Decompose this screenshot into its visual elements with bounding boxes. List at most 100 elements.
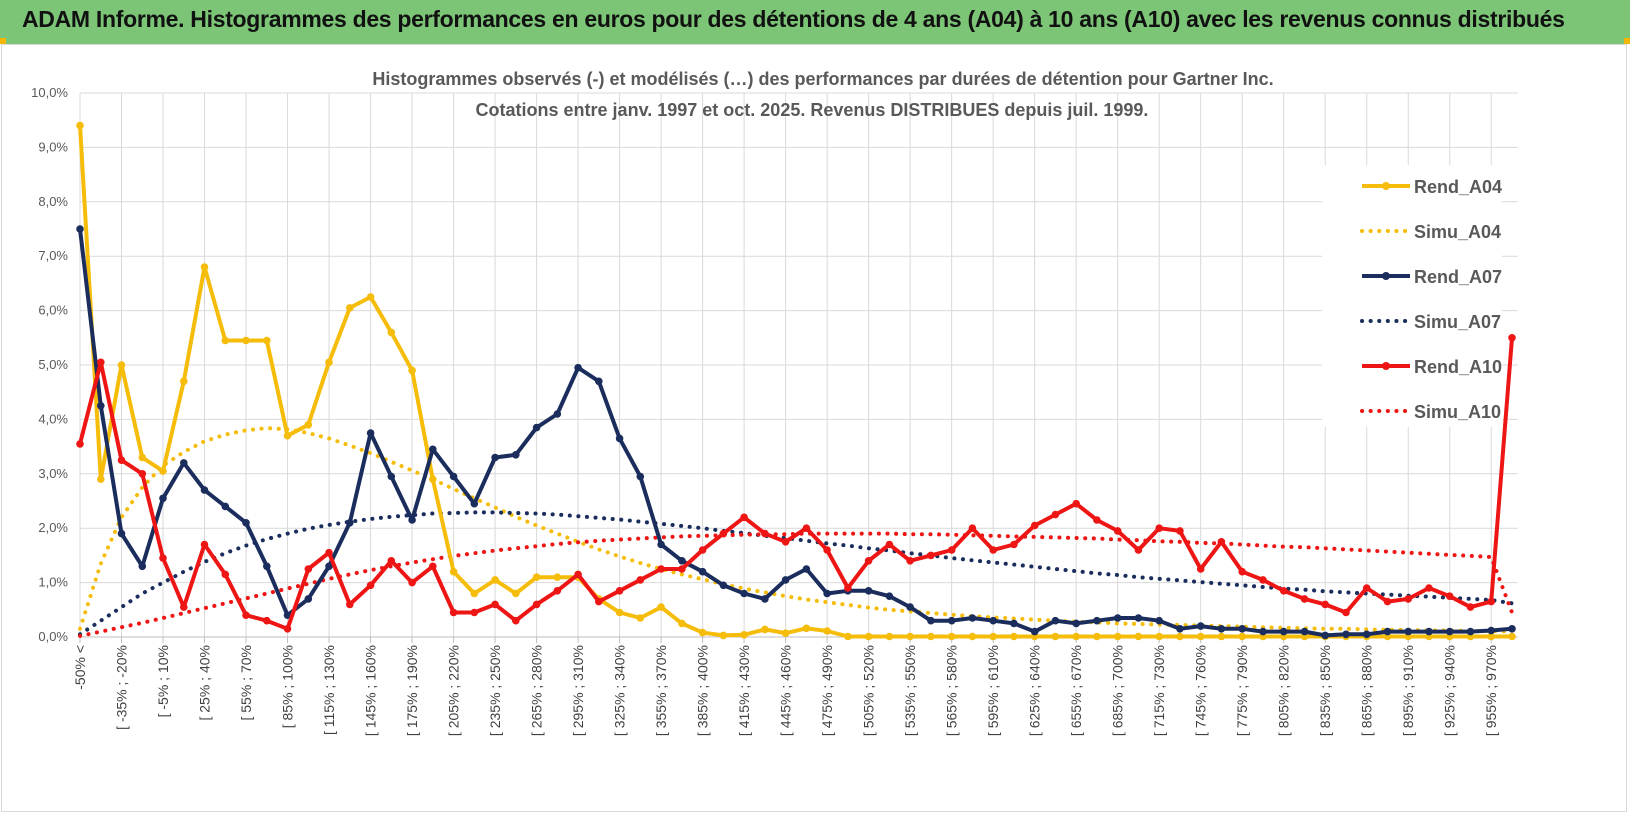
data-point bbox=[491, 576, 499, 584]
data-point bbox=[1093, 632, 1101, 641]
data-point bbox=[802, 524, 811, 532]
data-point bbox=[615, 587, 624, 595]
data-point bbox=[698, 546, 707, 554]
data-point bbox=[906, 603, 914, 611]
x-tick-label: [ 355% ; 370% bbox=[653, 645, 669, 736]
data-point bbox=[761, 595, 769, 603]
data-point bbox=[1010, 619, 1018, 628]
data-point bbox=[698, 567, 707, 576]
data-point bbox=[408, 516, 416, 524]
x-tick-label: [ -35% ; -20% bbox=[114, 645, 130, 730]
data-point bbox=[138, 453, 147, 462]
data-point bbox=[657, 565, 665, 573]
x-tick-label: [ 55% ; 70% bbox=[238, 645, 254, 721]
data-point bbox=[947, 546, 956, 554]
data-point bbox=[283, 625, 292, 633]
data-point bbox=[449, 567, 458, 576]
chart-subtitle: Cotations entre janv. 1997 et oct. 2025.… bbox=[476, 100, 1149, 120]
data-point bbox=[719, 529, 728, 538]
data-point bbox=[1259, 576, 1267, 584]
data-point bbox=[1155, 524, 1163, 532]
x-tick-label: [ 295% ; 310% bbox=[570, 645, 586, 736]
data-point bbox=[1445, 592, 1454, 600]
data-point bbox=[1051, 632, 1060, 641]
x-tick-label: [ 625% ; 640% bbox=[1027, 645, 1043, 736]
x-tick-label: [ 745% ; 760% bbox=[1193, 645, 1209, 736]
x-tick-label: [ 115% ; 130% bbox=[321, 645, 337, 735]
legend-marker bbox=[1382, 182, 1390, 190]
legend-background bbox=[1322, 165, 1502, 427]
data-point bbox=[740, 631, 748, 639]
x-tick-label: [ 655% ; 670% bbox=[1068, 645, 1084, 736]
data-point bbox=[449, 472, 458, 481]
data-point bbox=[532, 600, 541, 609]
legend-item-rend-a10: Rend_A10 bbox=[1362, 357, 1502, 377]
data-point bbox=[1217, 632, 1226, 641]
data-point bbox=[159, 467, 167, 475]
y-tick-label: 10,0% bbox=[31, 85, 68, 100]
data-point bbox=[1321, 631, 1329, 640]
data-point bbox=[1508, 632, 1516, 641]
data-point bbox=[1279, 587, 1288, 595]
data-point bbox=[657, 540, 665, 549]
data-point bbox=[180, 377, 188, 386]
data-point bbox=[553, 587, 562, 595]
series-line-rend-a07 bbox=[78, 228, 1513, 638]
data-point bbox=[1238, 632, 1246, 641]
data-point bbox=[823, 546, 831, 554]
legend: Rend_A04 Simu_A04 Rend_A07 Simu_A07 Rend_A10… bbox=[1360, 177, 1502, 422]
data-point bbox=[1113, 527, 1122, 535]
data-point bbox=[1051, 616, 1060, 625]
data-point bbox=[574, 363, 582, 372]
x-tick-label: [ 925% ; 940% bbox=[1442, 645, 1458, 736]
x-tick-label: [ 865% ; 880% bbox=[1359, 645, 1375, 736]
data-point bbox=[553, 573, 562, 581]
data-point bbox=[761, 529, 769, 538]
data-point bbox=[989, 632, 997, 641]
data-point bbox=[636, 614, 645, 622]
data-point bbox=[221, 502, 230, 511]
report-banner bbox=[0, 0, 1630, 44]
series-rend-a10 bbox=[76, 334, 1516, 633]
data-point bbox=[76, 440, 84, 448]
data-point bbox=[304, 565, 313, 573]
data-point bbox=[263, 616, 271, 625]
data-point bbox=[1196, 565, 1205, 573]
data-point bbox=[221, 570, 230, 579]
series-line-rend-a10 bbox=[78, 337, 1514, 631]
data-point bbox=[781, 629, 790, 637]
data-point bbox=[968, 632, 977, 641]
data-point bbox=[346, 600, 354, 609]
y-tick-label: 3,0% bbox=[38, 466, 68, 481]
x-tick-label: [ 835% ; 850% bbox=[1317, 645, 1333, 736]
legend-item-simu-a07: Simu_A07 bbox=[1360, 312, 1501, 332]
data-point bbox=[864, 557, 873, 565]
data-point bbox=[512, 451, 520, 459]
data-point bbox=[470, 589, 479, 598]
data-point bbox=[1342, 608, 1350, 617]
x-tick-label: [ 595% ; 610% bbox=[985, 645, 1001, 736]
data-point bbox=[408, 578, 416, 587]
y-tick-label: 2,0% bbox=[38, 520, 68, 535]
data-point bbox=[947, 616, 956, 625]
data-point bbox=[761, 625, 769, 634]
data-point bbox=[885, 540, 894, 549]
data-point bbox=[636, 472, 645, 481]
data-point bbox=[97, 475, 105, 484]
y-tick-label: 5,0% bbox=[38, 357, 68, 372]
y-tick-label: 7,0% bbox=[38, 248, 68, 263]
data-point bbox=[97, 358, 105, 367]
y-tick-label: 9,0% bbox=[38, 139, 68, 154]
series-line-simu-a10 bbox=[78, 531, 1514, 638]
legend-label: Rend_A07 bbox=[1414, 267, 1502, 287]
data-point bbox=[1425, 627, 1433, 636]
data-point bbox=[698, 628, 707, 637]
data-point bbox=[1093, 516, 1101, 524]
data-point bbox=[1093, 616, 1101, 625]
data-point bbox=[947, 632, 956, 641]
data-point bbox=[1238, 567, 1246, 576]
data-point bbox=[615, 434, 624, 443]
x-tick-label: [ 475% ; 490% bbox=[819, 645, 835, 736]
data-point bbox=[429, 445, 437, 454]
